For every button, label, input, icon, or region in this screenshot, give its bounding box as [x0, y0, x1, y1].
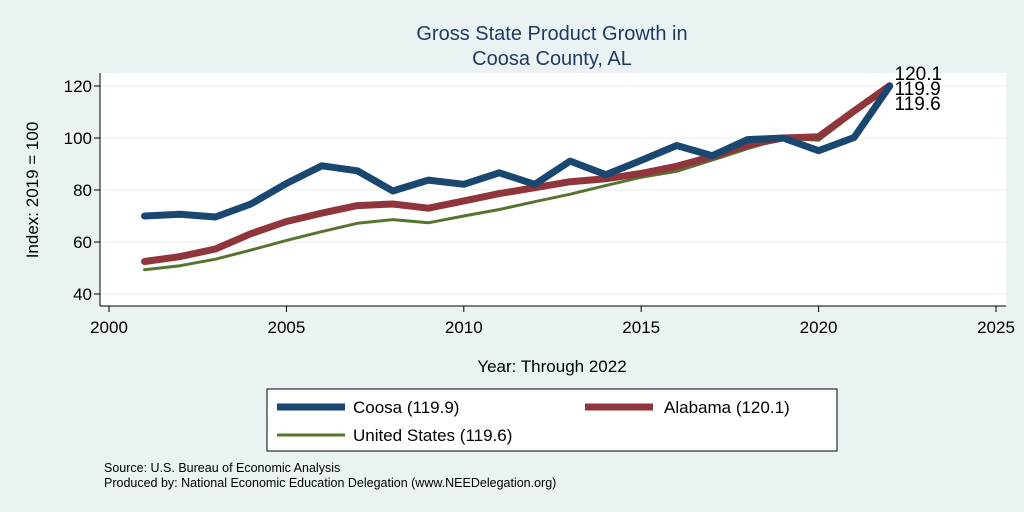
series-line-coosa [141, 82, 894, 221]
end-label-alabama: 120.1 [895, 64, 943, 85]
x-tick-label: 2005 [267, 318, 305, 337]
chart-title-line-2: Coosa County, AL [472, 48, 632, 70]
legend-label-coosa: Coosa (119.9) [353, 398, 459, 417]
y-axis: 40 60 80 100 120 [64, 73, 101, 306]
y-tick-label: 100 [64, 129, 92, 148]
y-tick-label: 120 [64, 77, 92, 96]
gridlines [100, 85, 1006, 295]
source-note: Source: U.S. Bureau of Economic Analysis [104, 461, 340, 475]
y-tick-label: 80 [73, 181, 92, 200]
legend-label-alabama: Alabama (120.1) [664, 398, 790, 417]
x-tick-label: 2000 [90, 318, 128, 337]
y-tick-label: 40 [73, 285, 92, 304]
x-axis: 2000 2005 2010 2015 2020 2025 [90, 305, 1015, 337]
x-tick-label: 2015 [622, 318, 660, 337]
produced-by-note: Produced by: National Economic Education… [104, 476, 556, 490]
series-lines [141, 82, 894, 272]
x-tick-label: 2025 [977, 318, 1015, 337]
end-label-united-states: 119.6 [895, 94, 941, 115]
legend: Coosa (119.9) Alabama (120.1) United Sta… [266, 388, 838, 452]
x-tick-label: 2020 [800, 318, 838, 337]
legend-box [266, 388, 838, 452]
y-axis-title: Index: 2019 = 100 [23, 122, 42, 259]
x-axis-title: Year: Through 2022 [477, 357, 626, 376]
chart-title-line-1: Gross State Product Growth in [416, 23, 687, 45]
y-tick-label: 60 [73, 233, 92, 252]
end-label-coosa: 119.9 [895, 79, 941, 100]
x-tick-label: 2010 [445, 318, 483, 337]
legend-label-united-states: United States (119.6) [353, 426, 512, 445]
